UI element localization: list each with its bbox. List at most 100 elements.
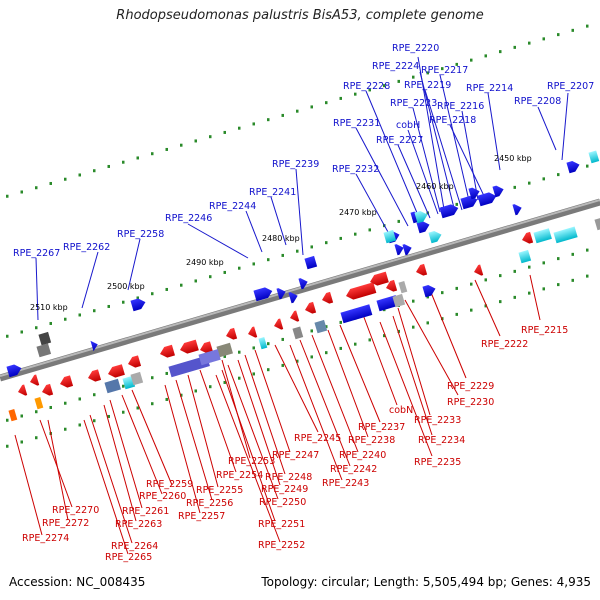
tick-mark: [35, 410, 38, 414]
tick-mark: [93, 419, 96, 423]
scale-label: 2500 kbp: [107, 282, 145, 291]
tick-mark: [20, 414, 23, 418]
gene-glyph-4: [468, 187, 480, 200]
tick-mark: [252, 262, 255, 266]
scale-labels: 2450 kbp 2460 kbp 2470 kbp 2480 kbp 2490 kbp…: [30, 154, 532, 312]
tick-mark: [6, 194, 9, 198]
gene-glyph-26: [522, 231, 534, 244]
tick-mark: [296, 359, 299, 363]
tick-mark: [368, 88, 371, 92]
tick-mark: [542, 177, 545, 181]
tick-mark: [470, 282, 473, 286]
tick-mark: [441, 291, 444, 295]
gene-glyph-14: [298, 278, 308, 290]
gene-glyph-28: [553, 226, 578, 244]
genome-backbone: [0, 198, 600, 382]
tick-mark: [412, 299, 415, 303]
reverse-gene-label: RPE_2265: [105, 552, 152, 563]
tick-mark: [20, 440, 23, 444]
gene-glyph-6: [512, 204, 522, 216]
tick-mark: [513, 269, 516, 273]
gene-glyph-17: [276, 288, 286, 300]
tick-mark: [151, 292, 154, 296]
tick-mark: [484, 278, 487, 282]
tick-mark: [180, 393, 183, 397]
forward-gene-label: RPE_2214: [466, 83, 513, 94]
gene-glyph-27: [533, 228, 552, 244]
tick-mark: [209, 275, 212, 279]
tick-mark: [354, 92, 357, 96]
gene-glyph-22: [38, 331, 52, 346]
reverse-gene-label: RPE_2229: [447, 381, 494, 392]
gene-glyph-52: [200, 341, 214, 354]
forward-gene-label: RPE_2216: [437, 101, 484, 112]
gene-glyph-43: [305, 301, 317, 314]
tick-mark: [586, 164, 589, 168]
tick-mark: [455, 202, 458, 206]
gene-glyph-1: [477, 192, 497, 207]
forward-gene-label: RPE_2231: [333, 118, 380, 129]
forward-gene-label: RPE_2267: [13, 248, 60, 259]
tick-mark: [426, 295, 429, 299]
tick-mark: [6, 418, 9, 422]
tick-mark: [455, 286, 458, 290]
tick-mark: [368, 338, 371, 342]
gene-glyph-31: [594, 218, 600, 231]
tick-mark: [339, 236, 342, 240]
reverse-leader-lines: [14, 274, 541, 555]
tick-mark: [64, 427, 67, 431]
reverse-gene-label: RPE_2255: [196, 485, 243, 496]
tick-mark: [397, 79, 400, 83]
tick-mark: [513, 185, 516, 189]
reverse-gene-label: RPE_2270: [52, 505, 99, 516]
tick-mark: [586, 24, 589, 28]
tick-mark: [78, 397, 81, 401]
reverse-gene-label: RPE_2274: [22, 533, 69, 544]
tick-mark: [557, 173, 560, 177]
forward-gene-label: RPE_2239: [272, 159, 319, 170]
gene-glyph-63: [60, 375, 74, 388]
gene-glyph-48: [216, 342, 233, 358]
reverse-gene-label: RPE_2233: [414, 415, 461, 426]
tick-mark: [180, 283, 183, 287]
tick-mark: [252, 346, 255, 350]
reverse-gene-label: RPE_2263: [115, 519, 162, 530]
tick-mark: [136, 296, 139, 300]
tick-mark: [528, 265, 531, 269]
tick-mark: [470, 308, 473, 312]
gene-glyph-38: [386, 279, 398, 292]
gene-glyph-47: [226, 327, 238, 340]
gene-glyph-18: [130, 298, 146, 312]
reverse-gene-label: RPE_2260: [139, 491, 186, 502]
topology-summary: Topology: circular; Length: 5,505,494 bp…: [261, 575, 591, 589]
reverse-gene-label: RPE_2238: [348, 435, 395, 446]
gene-glyph-2: [460, 195, 478, 210]
tick-mark: [223, 380, 226, 384]
tick-mark: [93, 169, 96, 173]
tick-mark: [557, 257, 560, 261]
tick-mark: [165, 147, 168, 151]
tick-mark: [6, 444, 9, 448]
reverse-gene-label: RPE_2249: [261, 484, 308, 495]
forward-gene-label: RPE_2223: [390, 98, 437, 109]
forward-gene-label: RPE_2241: [249, 187, 296, 198]
forward-gene-label: RPE_2258: [117, 229, 164, 240]
reverse-gene-label: RPE_2254: [216, 470, 263, 481]
tick-mark: [586, 248, 589, 252]
tick-mark: [35, 186, 38, 190]
accession-label: Accession: NC_008435: [9, 575, 146, 589]
reverse-gene-label: RPE_2230: [447, 397, 494, 408]
gene-glyph-55: [168, 355, 210, 378]
reverse-gene-label: RPE_2235: [414, 457, 461, 468]
tick-mark: [339, 96, 342, 100]
forward-gene-label: RPE_2219: [404, 80, 451, 91]
gene-glyph-33: [416, 263, 428, 276]
tick-mark: [238, 126, 241, 130]
gene-glyph-15: [288, 292, 298, 304]
gene-glyph-65: [18, 384, 28, 396]
tick-mark: [325, 101, 328, 105]
reverse-gene-label: RPE_2250: [259, 497, 306, 508]
tick-mark: [528, 181, 531, 185]
tick-mark: [165, 287, 168, 291]
gene-glyph-3: [439, 204, 459, 219]
